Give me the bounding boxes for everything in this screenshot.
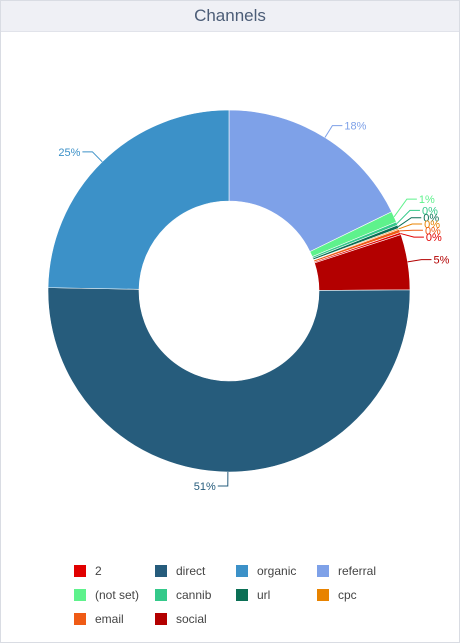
- data-label: 0%: [422, 205, 438, 217]
- legend-label: (not set): [95, 588, 140, 602]
- data-label: 0%: [424, 219, 440, 231]
- data-label: 51%: [194, 481, 216, 493]
- data-label: 1%: [419, 194, 435, 206]
- legend-item[interactable]: cannib: [155, 588, 236, 602]
- leader-line: [398, 223, 423, 230]
- legend-label: cpc: [338, 588, 357, 602]
- legend-swatch: [74, 589, 86, 601]
- data-label: 0%: [426, 232, 442, 244]
- legend-swatch: [74, 565, 86, 577]
- leader-line: [396, 209, 420, 224]
- leader-line: [82, 151, 103, 163]
- leader-line: [407, 259, 432, 263]
- legend-label: referral: [338, 564, 377, 578]
- legend-item[interactable]: cpc: [317, 588, 398, 602]
- leader-line: [217, 471, 229, 487]
- legend-row: (not set) cannib url cpc: [74, 583, 454, 607]
- legend-swatch: [317, 589, 329, 601]
- legend-item[interactable]: 2: [74, 564, 155, 578]
- data-label: 0%: [425, 225, 441, 237]
- leader-line: [400, 233, 424, 238]
- legend-row: 2 direct organic referral: [74, 559, 454, 583]
- data-label: 0%: [423, 213, 439, 225]
- legend-item[interactable]: direct: [155, 564, 236, 578]
- legend-item[interactable]: referral: [317, 564, 398, 578]
- legend-label: cannib: [176, 588, 212, 602]
- legend-item[interactable]: url: [236, 588, 317, 602]
- slice-direct[interactable]: [47, 287, 411, 473]
- legend-label: organic: [257, 564, 297, 578]
- leader-line: [324, 125, 343, 138]
- slice-organic[interactable]: [47, 109, 230, 290]
- legend-row: email social: [74, 607, 454, 631]
- leader-line: [399, 229, 423, 232]
- data-label: 25%: [58, 147, 80, 159]
- legend-swatch: [317, 565, 329, 577]
- panel-title: Channels: [1, 1, 459, 32]
- chart-legend: 2 direct organic referral (not set) cannib url…: [74, 559, 454, 631]
- legend-swatch: [74, 613, 86, 625]
- legend-item[interactable]: social: [155, 612, 236, 626]
- slice-referral[interactable]: [228, 109, 393, 252]
- legend-swatch: [236, 589, 248, 601]
- legend-label: url: [257, 588, 271, 602]
- legend-label: social: [176, 612, 207, 626]
- legend-swatch: [155, 565, 167, 577]
- data-label: 5%: [433, 255, 449, 267]
- data-label: 18%: [344, 121, 366, 133]
- legend-item[interactable]: email: [74, 612, 155, 626]
- legend-swatch: [155, 613, 167, 625]
- legend-label: email: [95, 612, 124, 626]
- legend-label: 2: [95, 564, 102, 578]
- leader-line: [397, 217, 422, 228]
- legend-item[interactable]: (not set): [74, 588, 155, 602]
- legend-swatch: [155, 589, 167, 601]
- legend-label: direct: [176, 564, 206, 578]
- legend-item[interactable]: organic: [236, 564, 317, 578]
- legend-swatch: [236, 565, 248, 577]
- leader-line: [393, 198, 417, 218]
